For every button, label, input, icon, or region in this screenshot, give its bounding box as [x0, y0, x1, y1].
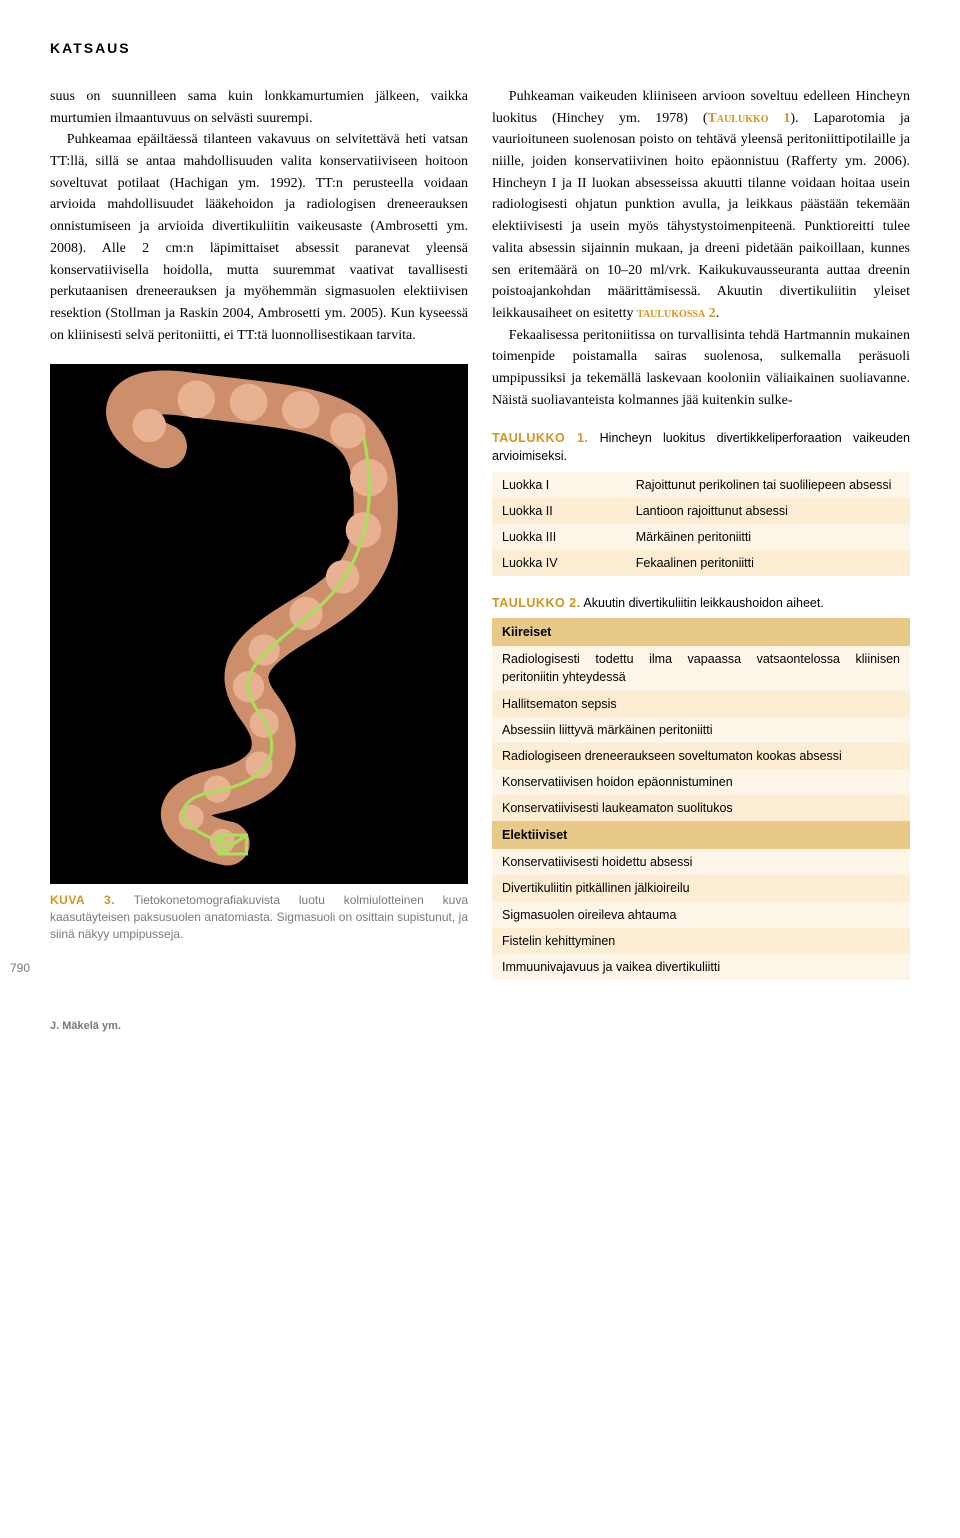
body-text: Fekaalisessa peritoniitissa on turvallis…	[492, 328, 910, 408]
table-row: Radiologisesti todettu ilma vapaassa vat…	[492, 646, 910, 690]
table-2: TAULUKKO 2. Akuutin divertikuliitin leik…	[492, 594, 910, 980]
figure-image-placeholder	[50, 364, 468, 884]
figure-caption: KUVA 3. Tietokonetomografiakuvista luotu…	[50, 892, 468, 942]
body-paragraph: Puhkeamaa epäiltäessä tilanteen vakavuus…	[50, 129, 468, 346]
table-row: Sigmasuolen oireileva ahtauma	[492, 902, 910, 928]
table-row: Divertikuliitin pitkällinen jälkioireilu	[492, 875, 910, 901]
table-cell: Hallitsematon sepsis	[492, 691, 910, 717]
table-row: Radiologiseen dreneeraukseen soveltumato…	[492, 743, 910, 769]
author-footer: J. Mäkelä ym.	[50, 1020, 910, 1032]
table-cell: Fistelin kehittyminen	[492, 928, 910, 954]
body-paragraph: suus on suunnilleen sama kuin lonkkamurt…	[50, 86, 468, 129]
table-cell-class: Luokka IV	[492, 550, 626, 576]
table-cell: Radiologiseen dreneeraukseen soveltumato…	[492, 743, 910, 769]
body-text: ). Laparotomia ja vaurioituneen suolenos…	[492, 111, 910, 321]
table-ref: Taulukko 1	[708, 111, 791, 126]
table-cell-desc: Märkäinen peritoniitti	[626, 524, 910, 550]
table-cell-class: Luokka II	[492, 498, 626, 524]
table-row: Luokka IVFekaalinen peritoniitti	[492, 550, 910, 576]
figure-3: KUVA 3. Tietokonetomografiakuvista luotu…	[50, 364, 468, 942]
body-text: Puhkeamaa epäiltäessä tilanteen vakavuus…	[50, 132, 468, 342]
table-row: Konservatiivisen hoidon epäonnistuminen	[492, 769, 910, 795]
table-caption: TAULUKKO 2. Akuutin divertikuliitin leik…	[492, 594, 910, 612]
table-section-header: Kiireiset	[492, 618, 910, 646]
table-cell: Radiologisesti todettu ilma vapaassa vat…	[492, 646, 910, 690]
table-1: TAULUKKO 1. Hincheyn luokitus divertikke…	[492, 429, 910, 576]
table-ref: taulukossa 2	[637, 306, 716, 321]
table-row: Konservatiivisesti hoidettu absessi	[492, 849, 910, 875]
table-cell: Konservatiivisen hoidon epäonnistuminen	[492, 769, 910, 795]
table-row: Fistelin kehittyminen	[492, 928, 910, 954]
table-row: Luokka IILantioon rajoittunut absessi	[492, 498, 910, 524]
two-column-body: suus on suunnilleen sama kuin lonkkamurt…	[50, 86, 910, 980]
table-row: Absessiin liittyvä märkäinen peritoniitt…	[492, 717, 910, 743]
table-cell: Sigmasuolen oireileva ahtauma	[492, 902, 910, 928]
table-caption: TAULUKKO 1. Hincheyn luokitus divertikke…	[492, 429, 910, 465]
right-text-block: Puhkeaman vaikeuden kliiniseen arvioon s…	[492, 86, 910, 411]
table-row: Konservatiivisesti laukeamaton suolituko…	[492, 795, 910, 821]
table-row: Luokka IIIMärkäinen peritoniitti	[492, 524, 910, 550]
table-cell-class: Luokka III	[492, 524, 626, 550]
table-caption-text: Akuutin divertikuliitin leikkaushoidon a…	[583, 596, 823, 610]
page-number: 790	[10, 959, 30, 978]
table-label: TAULUKKO 2.	[492, 596, 581, 610]
table-cell-desc: Rajoittunut perikolinen tai suoli­liepee…	[626, 472, 910, 498]
right-column: Puhkeaman vaikeuden kliiniseen arvioon s…	[492, 86, 910, 980]
section-heading: KATSAUS	[50, 40, 910, 56]
table-section-header: Elektiiviset	[492, 821, 910, 849]
table-cell-desc: Lantioon rajoittunut absessi	[626, 498, 910, 524]
table-row: Immuunivajavuus ja vaikea divertikuliitt…	[492, 954, 910, 980]
table-cell: Absessiin liittyvä märkäinen peritoniitt…	[492, 717, 910, 743]
table-cell: Konservatiivisesti laukeamaton suolituko…	[492, 795, 910, 821]
table-cell: Divertikuliitin pitkällinen jälkioireilu	[492, 875, 910, 901]
table-label: TAULUKKO 1.	[492, 431, 588, 445]
table-cell: Konservatiivisesti hoidettu absessi	[492, 849, 910, 875]
figure-label: KUVA 3.	[50, 893, 115, 907]
body-text: .	[716, 306, 720, 321]
left-column: suus on suunnilleen sama kuin lonkkamurt…	[50, 86, 468, 980]
body-text: suus on suunnilleen sama kuin lonkkamurt…	[50, 89, 468, 126]
table-body: KiireisetRadiologisesti todettu ilma vap…	[492, 618, 910, 980]
body-paragraph: Puhkeaman vaikeuden kliiniseen arvioon s…	[492, 86, 910, 325]
table-row: Luokka IRajoittunut perikolinen tai suol…	[492, 472, 910, 498]
table-cell: Immuunivajavuus ja vaikea divertikuliitt…	[492, 954, 910, 980]
table-cell-class: Luokka I	[492, 472, 626, 498]
table-body: Luokka IRajoittunut perikolinen tai suol…	[492, 472, 910, 577]
colon-3d-illustration	[50, 364, 468, 884]
table-row: Hallitsematon sepsis	[492, 691, 910, 717]
body-paragraph: Fekaalisessa peritoniitissa on turvallis…	[492, 325, 910, 412]
table-cell-desc: Fekaalinen peritoniitti	[626, 550, 910, 576]
